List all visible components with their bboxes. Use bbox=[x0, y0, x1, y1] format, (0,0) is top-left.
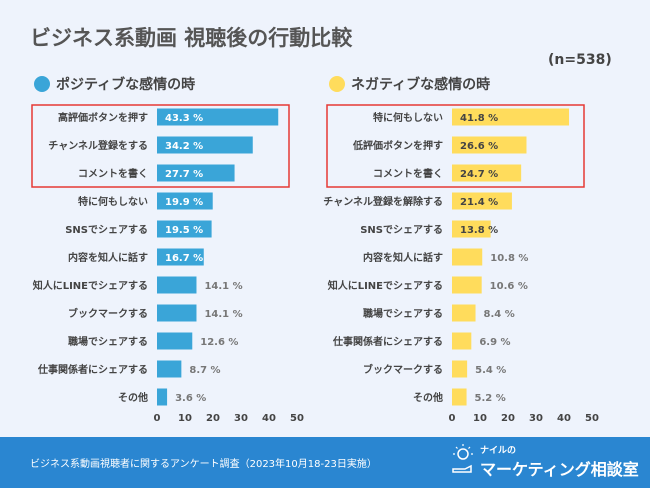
category-label: 特に何もしない bbox=[373, 111, 443, 124]
value-label: 8.7 % bbox=[189, 365, 220, 376]
category-label: 特に何もしない bbox=[78, 195, 148, 208]
value-label: 16.7 % bbox=[165, 253, 203, 264]
value-label: 43.3 % bbox=[165, 113, 203, 124]
x-tick-label: 10 bbox=[178, 413, 192, 424]
bar bbox=[157, 332, 193, 350]
x-tick-label: 40 bbox=[557, 413, 571, 424]
bar bbox=[157, 164, 235, 182]
x-tick-label: 0 bbox=[154, 413, 161, 424]
value-label: 3.6 % bbox=[175, 393, 206, 404]
value-label: 6.9 % bbox=[479, 337, 510, 348]
bar bbox=[157, 304, 197, 322]
bar bbox=[452, 276, 482, 294]
bar bbox=[157, 248, 204, 266]
x-tick-label: 40 bbox=[262, 413, 276, 424]
lightbulb-hand-icon bbox=[452, 444, 473, 473]
value-label: 10.6 % bbox=[490, 281, 528, 292]
legend-label-negative: ネガティブな感情の時 bbox=[351, 77, 491, 93]
bar bbox=[452, 332, 472, 350]
value-label: 8.4 % bbox=[484, 309, 515, 320]
category-label: 低評価ボタンを押す bbox=[352, 139, 443, 152]
category-label: その他 bbox=[413, 391, 443, 404]
value-label: 12.6 % bbox=[200, 337, 238, 348]
value-label: 41.8 % bbox=[460, 113, 498, 124]
bar bbox=[452, 248, 483, 266]
x-tick-label: 0 bbox=[449, 413, 456, 424]
bar bbox=[452, 388, 467, 406]
bar bbox=[157, 108, 279, 126]
bar bbox=[157, 360, 182, 378]
highlight-box bbox=[326, 104, 585, 188]
x-tick-label: 20 bbox=[501, 413, 515, 424]
value-label: 26.6 % bbox=[460, 141, 498, 152]
category-label: チャンネル登録をする bbox=[48, 139, 148, 152]
value-label: 13.8 % bbox=[460, 225, 498, 236]
value-label: 14.1 % bbox=[204, 309, 242, 320]
value-label: 27.7 % bbox=[165, 169, 203, 180]
bar bbox=[452, 108, 570, 126]
bar bbox=[452, 164, 522, 182]
footer: ビジネス系動画視聴者に関するアンケート調査（2023年10月18-23日実施） … bbox=[0, 437, 650, 488]
bar bbox=[157, 220, 212, 238]
bar bbox=[452, 304, 476, 322]
category-label: その他 bbox=[118, 391, 148, 404]
value-label: 19.9 % bbox=[165, 197, 203, 208]
value-label: 10.8 % bbox=[490, 253, 528, 264]
value-label: 19.5 % bbox=[165, 225, 203, 236]
category-label: 知人にLINEでシェアする bbox=[32, 279, 148, 292]
legend-negative: ネガティブな感情の時 bbox=[329, 74, 490, 94]
value-label: 14.1 % bbox=[204, 281, 242, 292]
category-label: ブックマークする bbox=[68, 307, 148, 320]
category-label: 知人にLINEでシェアする bbox=[327, 279, 443, 292]
value-label: 24.7 % bbox=[460, 169, 498, 180]
bar bbox=[157, 276, 197, 294]
category-label: コメントを書く bbox=[78, 167, 148, 180]
category-label: SNSでシェアする bbox=[360, 224, 443, 236]
legend-label-positive: ポジティブな感情の時 bbox=[56, 77, 196, 93]
value-label: 5.4 % bbox=[475, 365, 506, 376]
bar bbox=[157, 192, 213, 210]
category-label: 内容を知人に話す bbox=[363, 251, 443, 264]
x-tick-label: 30 bbox=[234, 413, 248, 424]
category-label: 仕事関係者にシェアする bbox=[37, 363, 148, 376]
category-label: 職場でシェアする bbox=[363, 307, 443, 320]
bar bbox=[452, 220, 491, 238]
x-tick-label: 50 bbox=[290, 413, 304, 424]
bar bbox=[157, 388, 168, 406]
bar bbox=[452, 360, 468, 378]
category-label: チャンネル登録を解除する bbox=[323, 195, 443, 208]
category-label: SNSでシェアする bbox=[65, 224, 148, 236]
category-label: ブックマークする bbox=[363, 363, 443, 376]
bar bbox=[452, 192, 512, 210]
x-tick-label: 20 bbox=[206, 413, 220, 424]
chart-title: ビジネス系動画 視聴後の行動比較 bbox=[30, 26, 353, 50]
highlight-box bbox=[31, 104, 290, 188]
legend-dot-positive bbox=[34, 76, 50, 92]
x-tick-label: 50 bbox=[585, 413, 599, 424]
x-tick-label: 10 bbox=[473, 413, 487, 424]
x-tick-label: 30 bbox=[529, 413, 543, 424]
category-label: コメントを書く bbox=[373, 167, 443, 180]
category-label: 内容を知人に話す bbox=[68, 251, 148, 264]
logo-main-text: マーケティング相談室 bbox=[480, 460, 639, 479]
category-label: 高評価ボタンを押す bbox=[58, 111, 148, 124]
bar bbox=[157, 136, 253, 154]
bar-charts: 高評価ボタンを押す 43.3 % チャンネル登録をする 34.2 % コメントを書く 27… bbox=[31, 104, 599, 424]
value-label: 5.2 % bbox=[475, 393, 506, 404]
category-label: 仕事関係者にシェアする bbox=[332, 335, 443, 348]
value-label: 21.4 % bbox=[460, 197, 498, 208]
legend-dot-negative bbox=[329, 76, 345, 92]
bar bbox=[452, 136, 527, 154]
sample-size: (n=538) bbox=[548, 52, 612, 68]
legend-positive: ポジティブな感情の時 bbox=[34, 74, 195, 94]
survey-source: ビジネス系動画視聴者に関するアンケート調査（2023年10月18-23日実施） bbox=[30, 459, 377, 470]
category-label: 職場でシェアする bbox=[68, 335, 148, 348]
logo-small-text: ナイルの bbox=[480, 446, 517, 456]
value-label: 34.2 % bbox=[165, 141, 203, 152]
